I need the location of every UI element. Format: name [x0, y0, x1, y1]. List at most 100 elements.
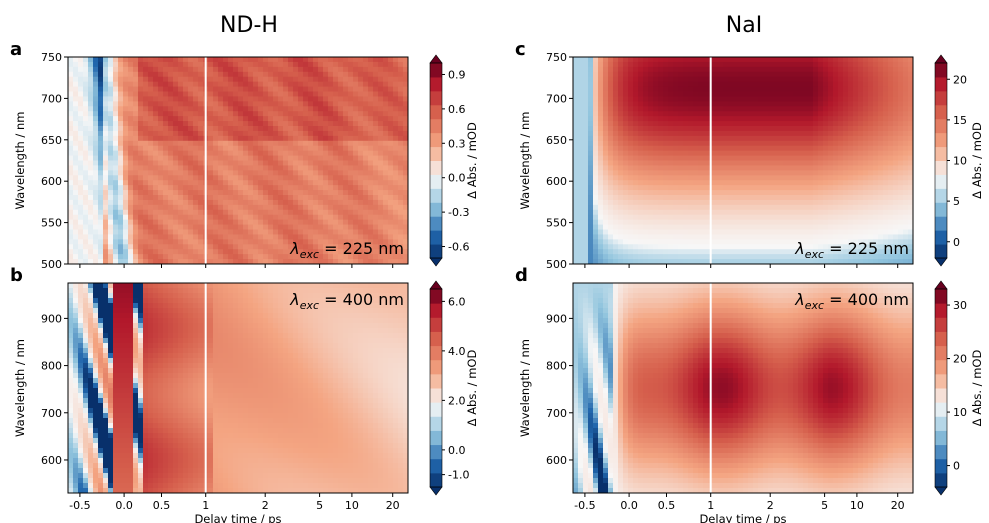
heatmap-cell [258, 473, 264, 479]
heatmap-cell [188, 398, 194, 404]
heatmap-cell [158, 413, 164, 419]
heatmap-cell [108, 259, 114, 264]
heatmap-cell [248, 288, 254, 294]
heatmap-cell [88, 175, 94, 181]
heatmap-cell [68, 106, 74, 112]
heatmap-cell [193, 338, 199, 344]
heatmap-cell [288, 453, 294, 459]
heatmap-cell [218, 393, 224, 399]
heatmap-cell [353, 224, 359, 231]
heatmap-cell [158, 478, 164, 484]
heatmap-cell [188, 204, 194, 211]
heatmap-cell [368, 101, 374, 107]
heatmap-cell [323, 101, 329, 107]
heatmap-cell [373, 111, 379, 117]
heatmap-cell [378, 106, 384, 112]
heatmap-cell [253, 353, 259, 359]
heatmap-cell [93, 234, 99, 240]
heatmap-cell [298, 145, 304, 152]
heatmap-cell [253, 229, 259, 236]
heatmap-cell [93, 130, 99, 137]
heatmap-cell [118, 165, 124, 171]
heatmap-cell [138, 453, 144, 459]
heatmap-cell [283, 96, 289, 102]
heatmap-cell [78, 483, 84, 489]
heatmap-cell [283, 175, 289, 181]
heatmap-cell [233, 448, 239, 454]
heatmap-cell [198, 308, 204, 314]
heatmap-cell [258, 111, 264, 117]
heatmap-cell [88, 298, 94, 304]
heatmap-cell [158, 135, 164, 142]
heatmap-cell [143, 150, 149, 157]
heatmap-cell [188, 403, 194, 409]
heatmap-cell [373, 199, 379, 206]
heatmap-cell [83, 81, 89, 88]
heatmap-cell [68, 303, 74, 309]
heatmap-cell [103, 244, 109, 250]
heatmap-cell [93, 483, 99, 489]
heatmap-cell [368, 135, 374, 142]
heatmap-cell [208, 478, 214, 484]
heatmap-cell [98, 259, 104, 264]
heatmap-cell [323, 209, 329, 216]
heatmap-cell [113, 66, 119, 73]
heatmap-cell [143, 318, 149, 324]
heatmap-cell [88, 61, 94, 68]
heatmap-cell [143, 453, 149, 459]
heatmap-cell [293, 463, 299, 469]
heatmap-cell [283, 76, 289, 83]
heatmap-cell [153, 121, 159, 127]
heatmap-cell [348, 175, 354, 181]
heatmap-cell [298, 368, 304, 374]
heatmap-cell [363, 214, 369, 221]
heatmap-cell [73, 348, 79, 354]
heatmap-cell [248, 126, 254, 132]
heatmap-cell [173, 323, 179, 329]
heatmap-cell [303, 101, 309, 107]
heatmap-cell [118, 303, 124, 309]
heatmap-cell [188, 323, 194, 329]
heatmap-cell [73, 443, 79, 449]
heatmap-cell [313, 180, 319, 186]
heatmap-cell [213, 165, 219, 171]
heatmap-cell [393, 101, 399, 107]
heatmap-cell [133, 468, 139, 474]
heatmap-cell [263, 488, 269, 493]
heatmap-cell [293, 358, 299, 364]
heatmap-cell [93, 463, 99, 469]
heatmap-cell [178, 413, 184, 419]
heatmap-cell [333, 57, 339, 63]
heatmap-cell [398, 224, 404, 231]
heatmap-cell [183, 368, 189, 374]
heatmap-cell [253, 473, 259, 479]
heatmap-cell [153, 433, 159, 439]
heatmap-cell [93, 86, 99, 93]
heatmap-cell [168, 328, 174, 334]
heatmap-cell [398, 135, 404, 142]
heatmap-cell [93, 160, 99, 167]
heatmap-cell [148, 239, 154, 245]
heatmap-cell [193, 81, 199, 88]
heatmap-cell [103, 106, 109, 112]
heatmap-cell [348, 155, 354, 162]
heatmap-cell [198, 239, 204, 245]
heatmap-cell [158, 259, 164, 264]
heatmap-cell [83, 61, 89, 68]
heatmap-cell [338, 219, 344, 226]
heatmap-cell [193, 483, 199, 489]
heatmap-cell [68, 199, 74, 206]
heatmap-cell [373, 244, 379, 250]
heatmap-cell [133, 433, 139, 439]
heatmap-cell [173, 288, 179, 294]
heatmap-cell [293, 458, 299, 464]
heatmap-cell [283, 199, 289, 206]
heatmap-cell [253, 259, 259, 264]
heatmap-cell [88, 106, 94, 112]
heatmap-cell [73, 155, 79, 162]
heatmap-cell [188, 458, 194, 464]
heatmap-cell [93, 175, 99, 181]
heatmap-cell [208, 463, 214, 469]
heatmap-cell [183, 130, 189, 137]
